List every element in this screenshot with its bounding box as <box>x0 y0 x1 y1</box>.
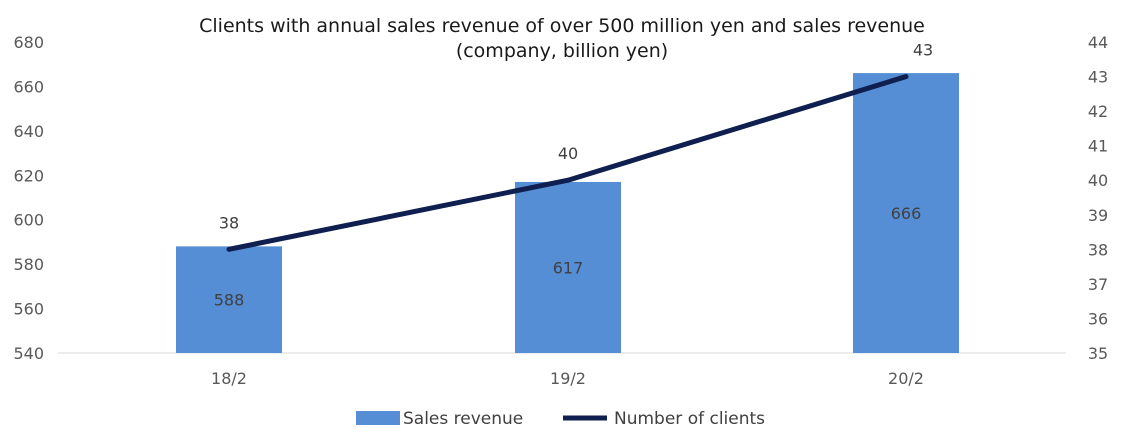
right-tick-label: 36 <box>1088 309 1108 328</box>
right-tick-label: 42 <box>1088 102 1108 121</box>
legend-swatch-sales-revenue <box>356 411 400 425</box>
right-tick-label: 35 <box>1088 344 1108 363</box>
x-tick-label: 18/2 <box>211 369 247 388</box>
right-tick-label: 44 <box>1088 33 1108 52</box>
right-tick-label: 38 <box>1088 240 1108 259</box>
x-tick-label: 20/2 <box>888 369 924 388</box>
bar-value-label: 588 <box>214 291 245 310</box>
legend-label-sales-revenue: Sales revenue <box>403 409 523 429</box>
left-tick-label: 580 <box>13 255 44 274</box>
left-tick-label: 560 <box>13 300 44 319</box>
right-tick-label: 37 <box>1088 275 1108 294</box>
left-tick-label: 540 <box>13 344 44 363</box>
bar-value-label: 617 <box>553 258 584 277</box>
left-axis: 540 560 580 600 620 640 660 680 <box>13 33 44 363</box>
line-labels: 38 40 43 <box>219 41 933 233</box>
x-tick-label: 19/2 <box>550 369 586 388</box>
bar-series: 588 617 666 <box>176 73 959 353</box>
clients-line <box>226 74 909 252</box>
legend-label-number-of-clients: Number of clients <box>614 409 765 429</box>
chart-title: Clients with annual sales revenue of ove… <box>199 15 925 37</box>
right-tick-label: 41 <box>1088 137 1108 156</box>
right-tick-label: 39 <box>1088 206 1108 225</box>
x-axis: 18/2 19/2 20/2 <box>211 369 924 388</box>
left-tick-label: 620 <box>13 166 44 185</box>
right-axis: 35 36 37 38 39 40 41 42 43 44 <box>1088 33 1108 363</box>
bar-sales-revenue <box>176 246 282 353</box>
bar-sales-revenue <box>853 73 959 353</box>
right-tick-label: 40 <box>1088 171 1108 190</box>
left-tick-label: 660 <box>13 77 44 96</box>
line-value-label: 40 <box>558 144 578 163</box>
bar-sales-revenue <box>515 181 621 353</box>
right-tick-label: 43 <box>1088 68 1108 87</box>
left-tick-label: 680 <box>13 33 44 52</box>
line-value-label: 38 <box>219 213 239 232</box>
line-value-label: 43 <box>913 41 933 60</box>
bar-value-label: 666 <box>891 204 922 223</box>
left-tick-label: 640 <box>13 122 44 141</box>
legend: Sales revenue Number of clients <box>356 409 765 429</box>
left-tick-label: 600 <box>13 211 44 230</box>
chart-subtitle: (company, billion yen) <box>456 40 668 62</box>
